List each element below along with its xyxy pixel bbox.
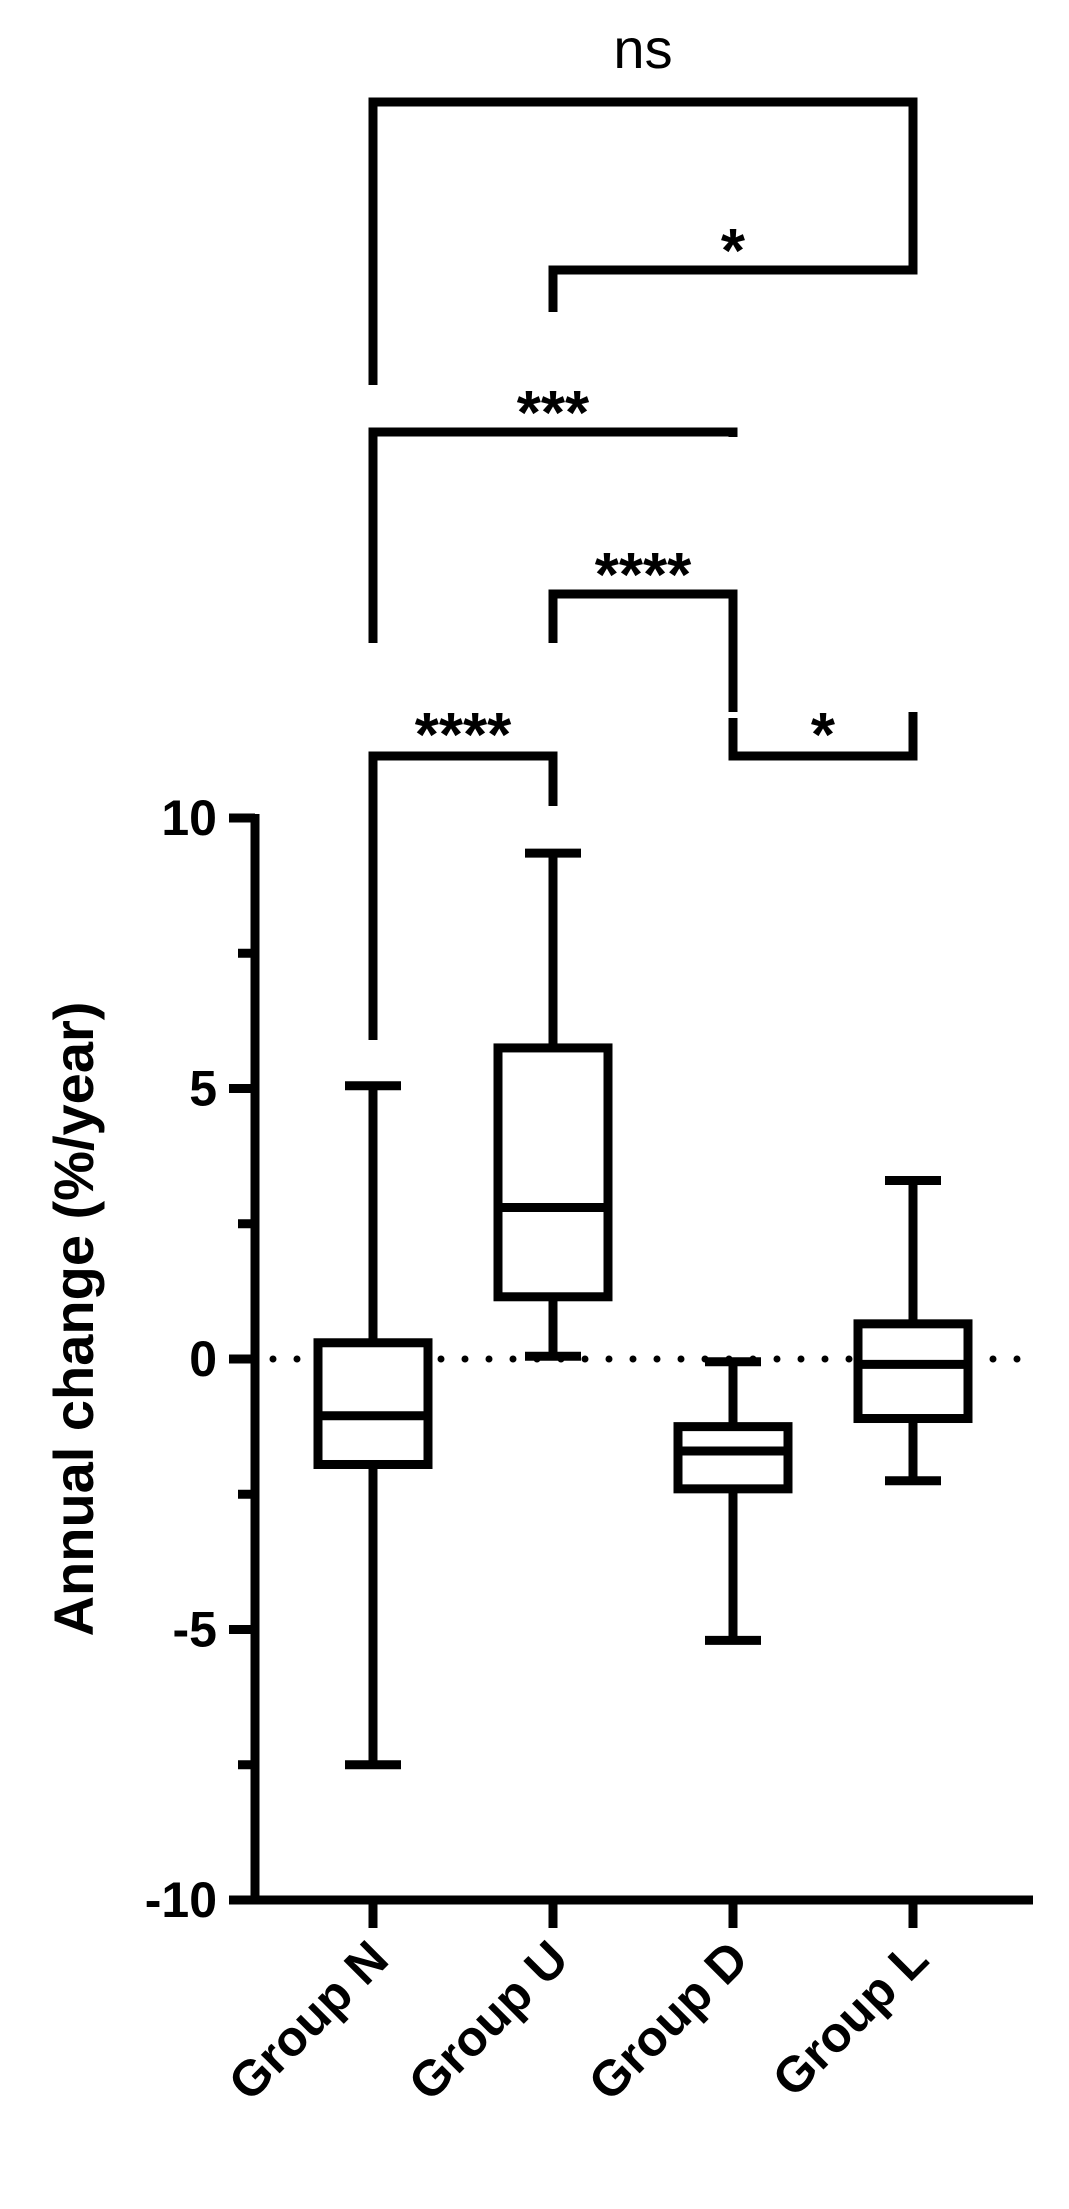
x-category-label: Group D: [578, 1930, 759, 2111]
bracket-line: [548, 222, 918, 312]
y-axis-label: Annual change (%/year): [42, 1002, 105, 1637]
significance-bracket: ***: [368, 379, 738, 643]
significance-label: ****: [415, 701, 512, 770]
significance-brackets: **** *********ns: [368, 17, 918, 1040]
significance-label: *: [721, 217, 746, 286]
significance-label: ****: [595, 541, 692, 610]
significance-label: ***: [517, 379, 590, 448]
x-category-label: Group L: [762, 1930, 939, 2107]
significance-label: *: [811, 701, 836, 770]
boxes: [313, 848, 973, 1770]
bracket-line: [728, 712, 918, 761]
bracket-line: [548, 589, 738, 712]
iqr-box: [673, 1422, 793, 1494]
axis-labels: Annual change (%/year): [42, 1002, 105, 1637]
box-group-d: [673, 1357, 793, 1645]
box-group-u: [493, 848, 613, 1361]
significance-bracket: ****: [548, 541, 738, 712]
bracket-line: [368, 427, 738, 643]
box-group-n: [313, 1081, 433, 1770]
bracket-line: [368, 97, 918, 385]
y-tick-label: 5: [189, 1061, 217, 1117]
x-category-label: Group N: [218, 1930, 399, 2111]
y-tick-label: 10: [161, 790, 217, 846]
y-tick-label: -10: [145, 1872, 217, 1928]
bracket-line: [368, 751, 558, 1040]
y-tick-label: -5: [173, 1602, 217, 1658]
box-group-l: [853, 1175, 973, 1486]
x-category-label: Group U: [398, 1930, 579, 2111]
iqr-box: [853, 1319, 973, 1424]
significance-bracket: *: [548, 217, 918, 312]
iqr-box: [313, 1338, 433, 1469]
significance-bracket: *: [728, 701, 918, 770]
significance-bracket: ****: [368, 701, 558, 1040]
y-tick-label: 0: [189, 1331, 217, 1387]
significance-bracket: ns: [368, 17, 918, 385]
iqr-box: [493, 1043, 613, 1302]
significance-label: ns: [613, 17, 672, 80]
